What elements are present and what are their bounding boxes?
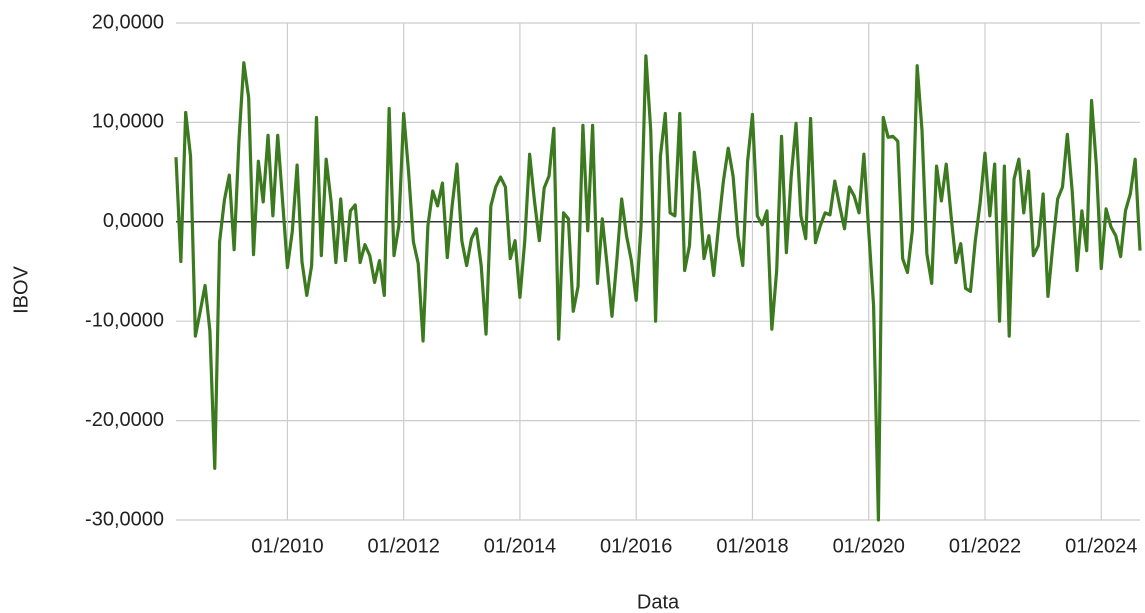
data-line xyxy=(174,54,1142,522)
x-tick-label: 01/2024 xyxy=(1065,535,1137,557)
x-tick-label: 01/2018 xyxy=(716,535,788,557)
y-tick-label: -10,0000 xyxy=(85,309,164,331)
y-axis-title: IBOV xyxy=(10,265,32,313)
x-tick-label: 01/2014 xyxy=(484,535,556,557)
y-tick-label: -30,0000 xyxy=(85,508,164,530)
x-tick-label: 01/2012 xyxy=(368,535,440,557)
y-tick-label: 20,0000 xyxy=(92,11,164,33)
x-tick-label: 01/2016 xyxy=(600,535,672,557)
y-tick-label: -20,0000 xyxy=(85,409,164,431)
x-axis-title: Data xyxy=(637,591,680,613)
x-tick-label: 01/2010 xyxy=(251,535,323,557)
y-tick-label: 0,0000 xyxy=(103,210,164,232)
x-tick-label: 01/2020 xyxy=(833,535,905,557)
x-tick-label: 01/2022 xyxy=(949,535,1021,557)
y-tick-label: 10,0000 xyxy=(92,111,164,133)
